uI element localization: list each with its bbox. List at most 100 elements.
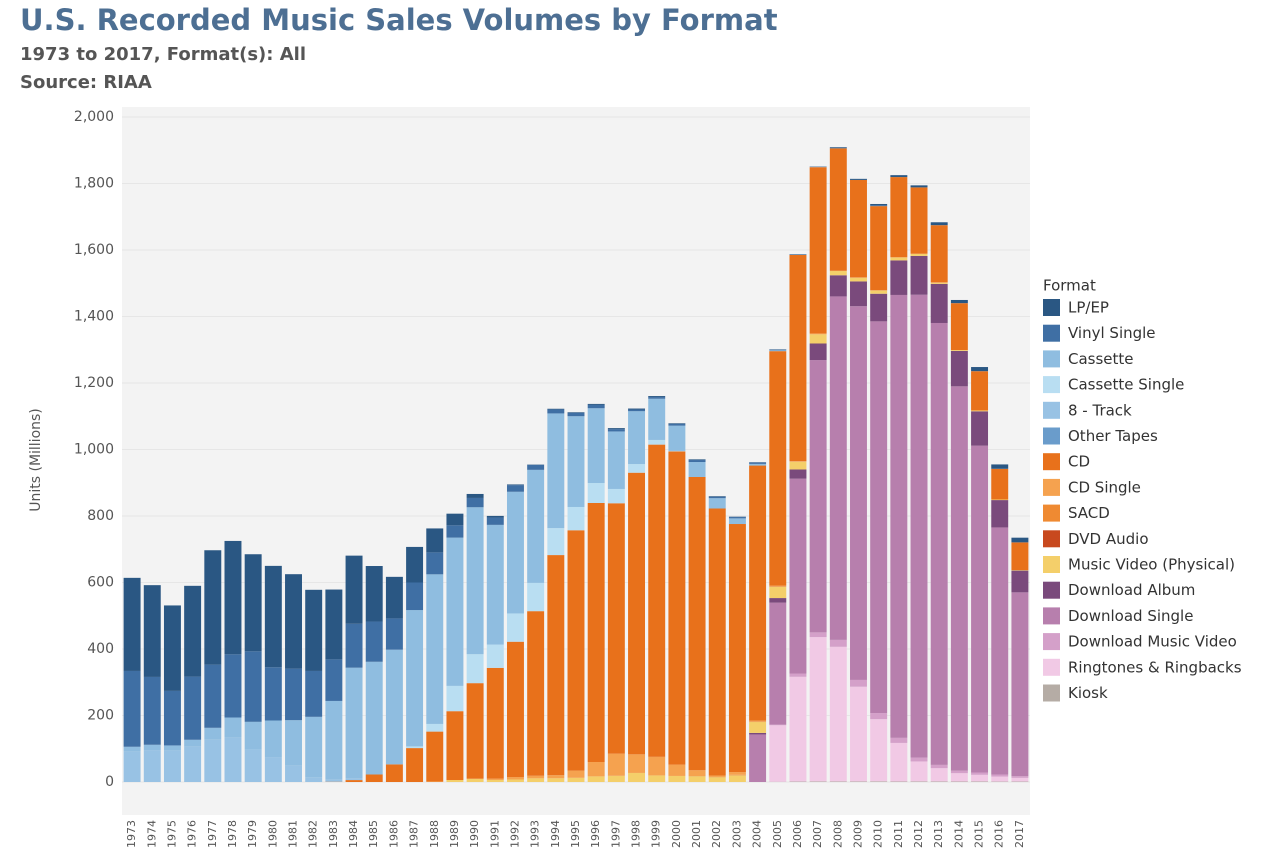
bar-segment xyxy=(910,185,928,188)
bar-segment xyxy=(930,225,948,283)
bar-segment xyxy=(950,303,968,351)
x-tick-label: 1981 xyxy=(287,820,300,848)
bar-segment xyxy=(527,464,545,470)
bar-segment xyxy=(668,775,686,782)
bar-segment xyxy=(809,343,827,361)
bar-segment xyxy=(950,350,968,387)
bar-segment xyxy=(708,508,726,776)
bar-segment xyxy=(870,719,888,782)
bar-segment xyxy=(971,781,989,782)
x-tick-label: 2013 xyxy=(932,820,945,848)
bar-segment xyxy=(769,350,787,352)
bar-segment xyxy=(385,764,403,782)
bar-segment xyxy=(728,524,746,773)
bar-segment xyxy=(143,585,161,677)
bar-segment xyxy=(708,775,726,777)
bar-segment xyxy=(123,577,141,671)
bar-segment xyxy=(648,396,666,398)
bar-segment xyxy=(486,644,504,668)
bar-segment xyxy=(930,222,948,226)
bar-segment xyxy=(991,774,1009,777)
bar-segment xyxy=(991,776,1009,782)
bar-segment xyxy=(971,410,989,412)
x-tick-label: 2007 xyxy=(811,820,824,848)
bar-segment xyxy=(305,777,323,782)
bar-segment xyxy=(890,177,908,258)
x-tick-label: 1986 xyxy=(387,820,400,848)
bar-segment xyxy=(547,528,565,556)
bar-segment xyxy=(163,605,181,691)
chart-title: U.S. Recorded Music Sales Volumes by For… xyxy=(20,3,778,37)
legend-label: Kiosk xyxy=(1068,684,1108,702)
bar-segment xyxy=(870,713,888,720)
bar-segment xyxy=(486,778,504,780)
bar-segment xyxy=(850,781,867,782)
bar-segment xyxy=(850,277,867,282)
bar-segment xyxy=(890,175,908,177)
bar-segment xyxy=(628,772,646,782)
bar-segment xyxy=(950,773,968,782)
x-tick-label: 1980 xyxy=(266,820,279,848)
bar-segment xyxy=(143,744,161,751)
bar-segment xyxy=(950,299,968,304)
bar-segment xyxy=(728,772,746,775)
bar-segment xyxy=(708,777,726,782)
y-tick-label: 200 xyxy=(87,708,114,724)
bar-segment xyxy=(527,775,545,779)
bar-segment xyxy=(224,717,242,738)
bar-segment xyxy=(850,686,867,782)
bar-segment xyxy=(506,779,524,782)
bar-segment xyxy=(829,781,847,782)
bar-segment xyxy=(244,749,262,782)
x-tick-label: 1979 xyxy=(246,820,259,848)
bar-segment xyxy=(406,582,424,611)
bar-segment xyxy=(466,683,484,779)
legend-swatch xyxy=(1043,684,1060,702)
bar-segment xyxy=(365,621,383,662)
bar-segment xyxy=(789,676,807,782)
bar-segment xyxy=(244,721,262,750)
bar-segment xyxy=(446,525,464,538)
bar-segment xyxy=(607,775,625,782)
bar-segment xyxy=(850,679,867,687)
legend-swatch xyxy=(1043,581,1060,599)
y-tick-label: 1,200 xyxy=(74,375,114,391)
bar-segment xyxy=(850,178,867,180)
x-tick-label: 1984 xyxy=(347,820,360,848)
bar-segment xyxy=(527,582,545,612)
bar-segment xyxy=(123,746,141,752)
bar-segment xyxy=(688,476,706,771)
bar-segment xyxy=(527,469,545,583)
bar-segment xyxy=(789,254,807,462)
x-tick-label: 1974 xyxy=(145,820,158,848)
bar-segment xyxy=(749,462,767,464)
bar-segment xyxy=(547,413,565,529)
bar-segment xyxy=(406,546,424,583)
bar-segment xyxy=(829,646,847,782)
bar-segment xyxy=(769,585,787,587)
bar-segment xyxy=(809,333,827,335)
x-tick-label: 1982 xyxy=(307,820,320,848)
bar-segment xyxy=(607,428,625,430)
bar-segment xyxy=(365,661,383,775)
bar-segment xyxy=(184,746,202,782)
bar-segment xyxy=(749,720,767,722)
bar-segment xyxy=(850,306,867,680)
bar-segment xyxy=(204,664,222,728)
bar-segment xyxy=(244,554,262,652)
bar-segment xyxy=(486,667,504,779)
bar-segment xyxy=(587,776,605,782)
bar-segment xyxy=(829,639,847,647)
bar-segment xyxy=(143,676,161,745)
bar-segment xyxy=(809,632,827,638)
bar-segment xyxy=(264,757,282,782)
bar-segment xyxy=(829,271,847,276)
legend-swatch xyxy=(1043,350,1060,368)
bar-segment xyxy=(890,260,908,295)
bar-segment xyxy=(607,503,625,754)
bar-segment xyxy=(486,515,504,518)
bar-segment xyxy=(587,403,605,405)
bar-segment xyxy=(385,649,403,765)
bar-segment xyxy=(910,255,928,295)
x-tick-label: 2002 xyxy=(710,820,723,848)
